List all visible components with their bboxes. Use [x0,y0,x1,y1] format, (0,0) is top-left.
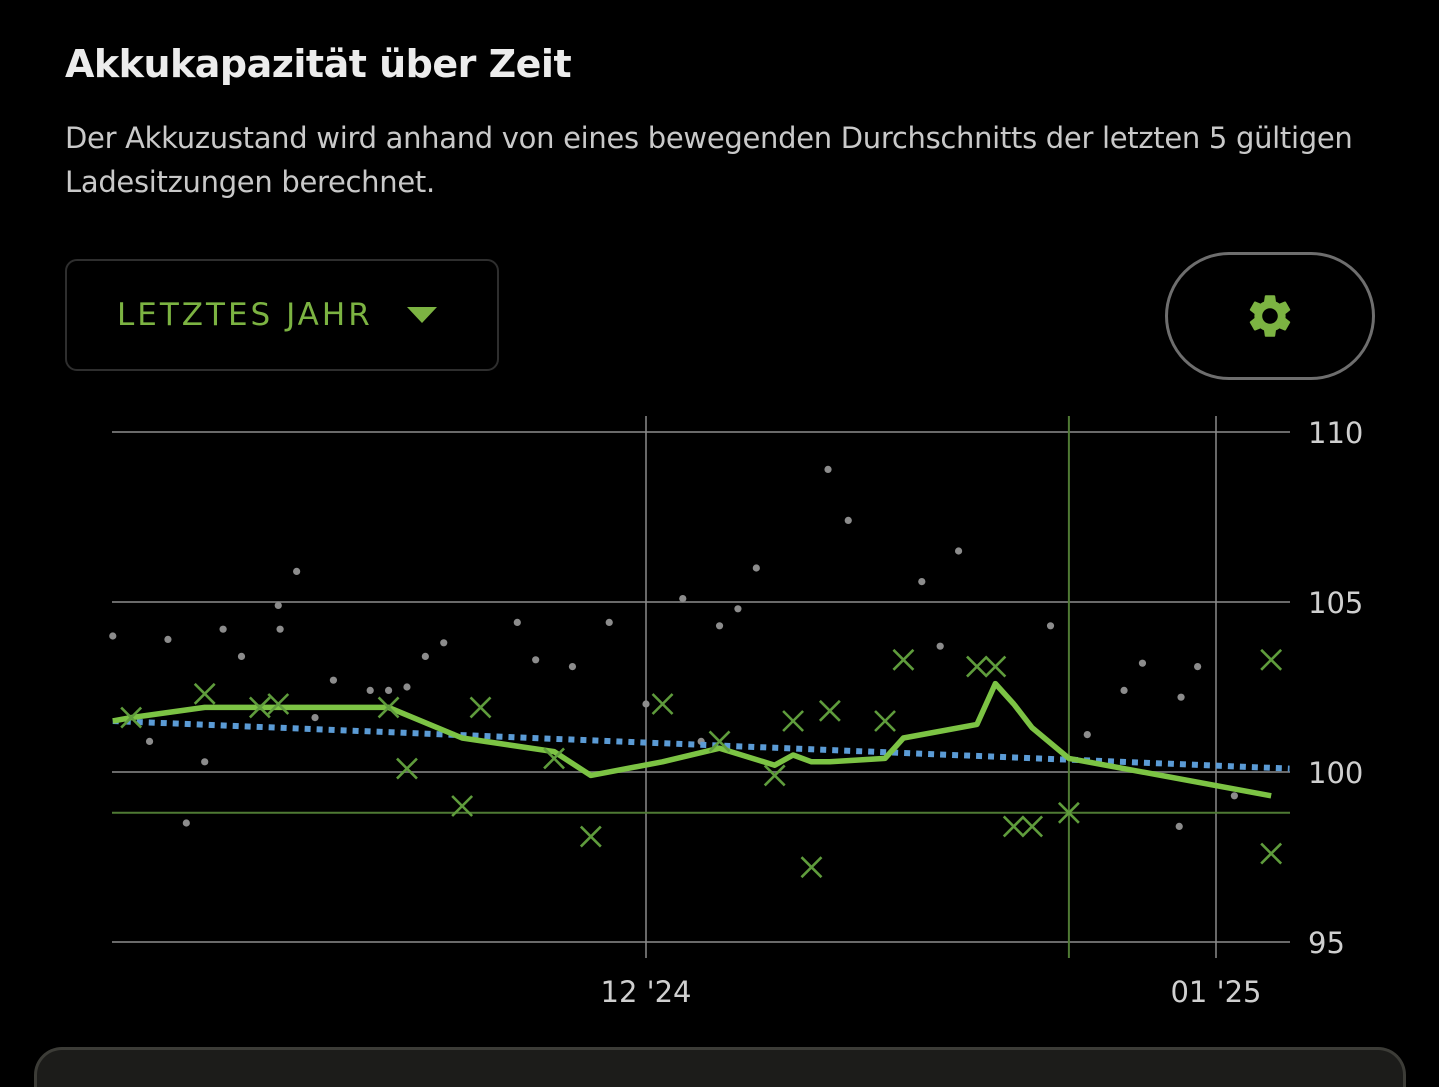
raw-measurement-dot [440,639,448,647]
raw-measurement-dot [1138,659,1147,667]
y-tick-label: 105 [1308,586,1363,620]
y-tick-label: 100 [1308,756,1363,790]
raw-measurement-dot [274,601,282,610]
session-x-marker [800,856,823,879]
raw-measurement-dot [311,714,319,722]
raw-measurement-dot [642,700,650,708]
moving-average-line [112,680,1272,799]
raw-measurement-dot [366,686,374,695]
raw-measurement-dot [145,737,154,746]
raw-measurement-dot [1230,792,1238,800]
raw-measurement-dot [954,547,963,555]
raw-measurement-dot [1120,686,1128,695]
session-x-marker [874,710,896,732]
raw-measurement-dot [824,465,832,473]
session-x-marker [708,730,731,753]
raw-measurement-dot [182,819,190,827]
raw-measurement-dot [329,676,338,684]
session-x-marker [543,747,565,770]
raw-measurement-dot [293,567,301,576]
reference-lines [112,416,1290,958]
raw-measurement-dot [421,652,429,661]
raw-measurement-dot [201,758,209,766]
raw-measurement-dot [532,656,540,664]
session-x-marker [782,710,805,732]
raw-measurement-dot [752,564,760,572]
chart-description: Der Akkuzustand wird anhand von eines be… [65,121,1353,199]
raw-measurement-dot [1175,822,1183,831]
raw-measurement-dot [568,663,577,671]
page-title: Akkukapazität über Zeit [65,42,572,86]
raw-measurement-dot [1177,693,1185,701]
y-tick-label: 95 [1308,926,1345,960]
session-x-marker [396,757,418,780]
raw-measurement-dot [844,516,852,525]
caret-down-icon [406,307,437,323]
capacity-chart: 95 100 105 110 12 '24 01 '25 [109,416,1364,1009]
session-markers [120,648,1283,879]
raw-measurement-dot [918,578,926,586]
raw-measurement-dot [1194,663,1202,671]
session-x-marker [966,655,988,678]
trend-line [112,718,1290,772]
session-x-marker [248,696,271,719]
moving-average-group [112,680,1272,799]
session-x-marker [1057,801,1080,824]
raw-measurement-dot [219,625,227,633]
session-x-marker [120,706,143,729]
session-x-marker [267,693,290,715]
next-card-edge [34,1047,1406,1087]
raw-measurement-dot [1083,731,1091,739]
session-x-marker [1002,815,1025,838]
trend-line-group [112,718,1290,772]
session-x-marker [651,693,674,715]
session-x-marker [1260,648,1283,671]
session-x-marker [469,696,492,719]
raw-measurement-dot [936,642,944,650]
time-range-label: LETZTES JAHR [117,297,373,333]
session-x-marker [818,699,841,722]
raw-measurement-dot [513,618,521,627]
session-x-marker [377,696,400,719]
session-x-marker [1021,815,1044,838]
y-tick-label: 110 [1308,416,1363,450]
axis-labels: 95 100 105 110 12 '24 01 '25 [601,416,1364,1009]
session-x-marker [579,825,602,848]
time-range-dropdown[interactable]: LETZTES JAHR [65,259,499,371]
raw-measurement-dot [1046,622,1055,630]
raw-measurement-dot [384,686,393,695]
raw-measurement-dot [276,625,284,633]
raw-measurement-dot [715,622,724,630]
x-tick-label: 12 '24 [601,975,692,1009]
raw-measurement-dot [605,618,613,627]
raw-measurement-dots [109,465,1238,831]
raw-measurement-dot [403,683,411,691]
session-x-marker [1260,842,1283,865]
raw-measurement-dot [164,635,172,644]
grid [112,416,1290,958]
raw-measurement-dot [109,632,117,640]
raw-measurement-dot [679,595,687,603]
session-x-marker [892,648,915,671]
chart-settings-button[interactable] [1165,252,1375,380]
session-x-marker [763,764,786,787]
raw-measurement-dot [237,652,246,661]
gear-icon [1249,295,1291,337]
session-x-marker [984,655,1007,678]
raw-measurement-dot [734,605,742,613]
session-x-marker [451,795,474,817]
session-x-marker [193,682,216,705]
x-tick-label: 01 '25 [1170,975,1261,1009]
